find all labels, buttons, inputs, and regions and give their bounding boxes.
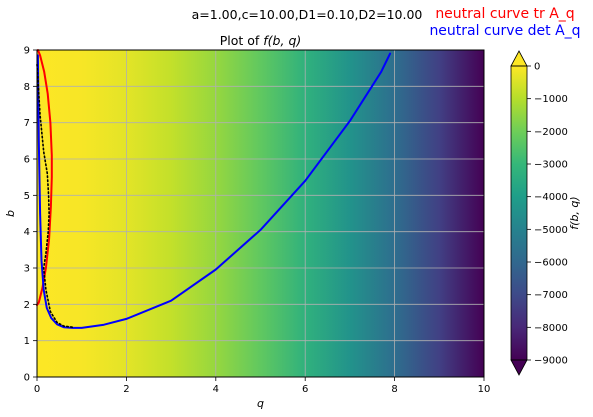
colorbar-ramp <box>511 66 527 360</box>
y-tick-label: 8 <box>24 82 30 93</box>
curves <box>36 49 392 329</box>
chart-title: Plot of f(b, q) <box>220 33 302 48</box>
series-curve-2 <box>36 63 74 328</box>
heatmap-field <box>37 50 484 377</box>
y-tick-label: 2 <box>24 300 30 311</box>
colorbar-extend-min <box>510 359 528 376</box>
colorbar-tick-label: −4000 <box>534 192 568 203</box>
colorbar-tick-label: −9000 <box>534 356 568 367</box>
colorbar-tick-label: −8000 <box>534 323 568 334</box>
series-curve-1 <box>36 52 392 329</box>
y-tick-label: 6 <box>24 155 30 166</box>
colorbar-frame <box>510 65 528 361</box>
x-tick-label: 6 <box>302 384 308 395</box>
y-tick-label: 7 <box>24 118 30 129</box>
y-tick-label: 5 <box>24 191 30 202</box>
colorbar-tick-label: −1000 <box>534 94 568 105</box>
y-axis: 0 1 2 3 4 5 6 7 8 9 <box>24 46 37 384</box>
colorbar-tick-label: −5000 <box>534 225 568 236</box>
params-text: a=1.00,c=10.00,D1=0.10,D2=10.00 <box>192 7 423 22</box>
svg-text:Plot of f(b, q): Plot of f(b, q) <box>220 33 302 48</box>
plot-frame <box>36 49 485 378</box>
legend-tr-label: neutral curve tr A_q <box>435 6 574 22</box>
colorbar-tick-label: −2000 <box>534 127 568 138</box>
colorbar-extend-max <box>510 50 528 67</box>
colorbar-tick-label: −3000 <box>534 160 568 171</box>
x-axis: 0 2 4 6 8 10 <box>34 377 491 395</box>
series-curve-0 <box>36 49 53 307</box>
colorbar: 0 −1000 −2000 −3000 −4000 −5000 −6000 −7000 −800… <box>510 50 568 376</box>
x-axis-label: q <box>257 397 264 410</box>
legend-det-label: neutral curve det A_q <box>429 23 580 39</box>
y-tick-label: 3 <box>24 264 30 275</box>
y-axis-label: b <box>4 210 17 217</box>
colorbar-tick-label: 0 <box>534 62 540 73</box>
x-tick-label: 10 <box>478 384 491 395</box>
colorbar-tick-label: −6000 <box>534 258 568 269</box>
colorbar-tick-label: −7000 <box>534 290 568 301</box>
y-tick-label: 4 <box>24 227 30 238</box>
y-tick-label: 0 <box>24 373 30 384</box>
x-tick-label: 4 <box>213 384 219 395</box>
x-tick-label: 8 <box>391 384 397 395</box>
colorbar-label: f(b, q) <box>568 196 581 229</box>
y-tick-label: 9 <box>24 46 30 57</box>
x-tick-label: 2 <box>123 384 129 395</box>
x-tick-label: 0 <box>34 384 40 395</box>
y-tick-label: 1 <box>24 336 30 347</box>
